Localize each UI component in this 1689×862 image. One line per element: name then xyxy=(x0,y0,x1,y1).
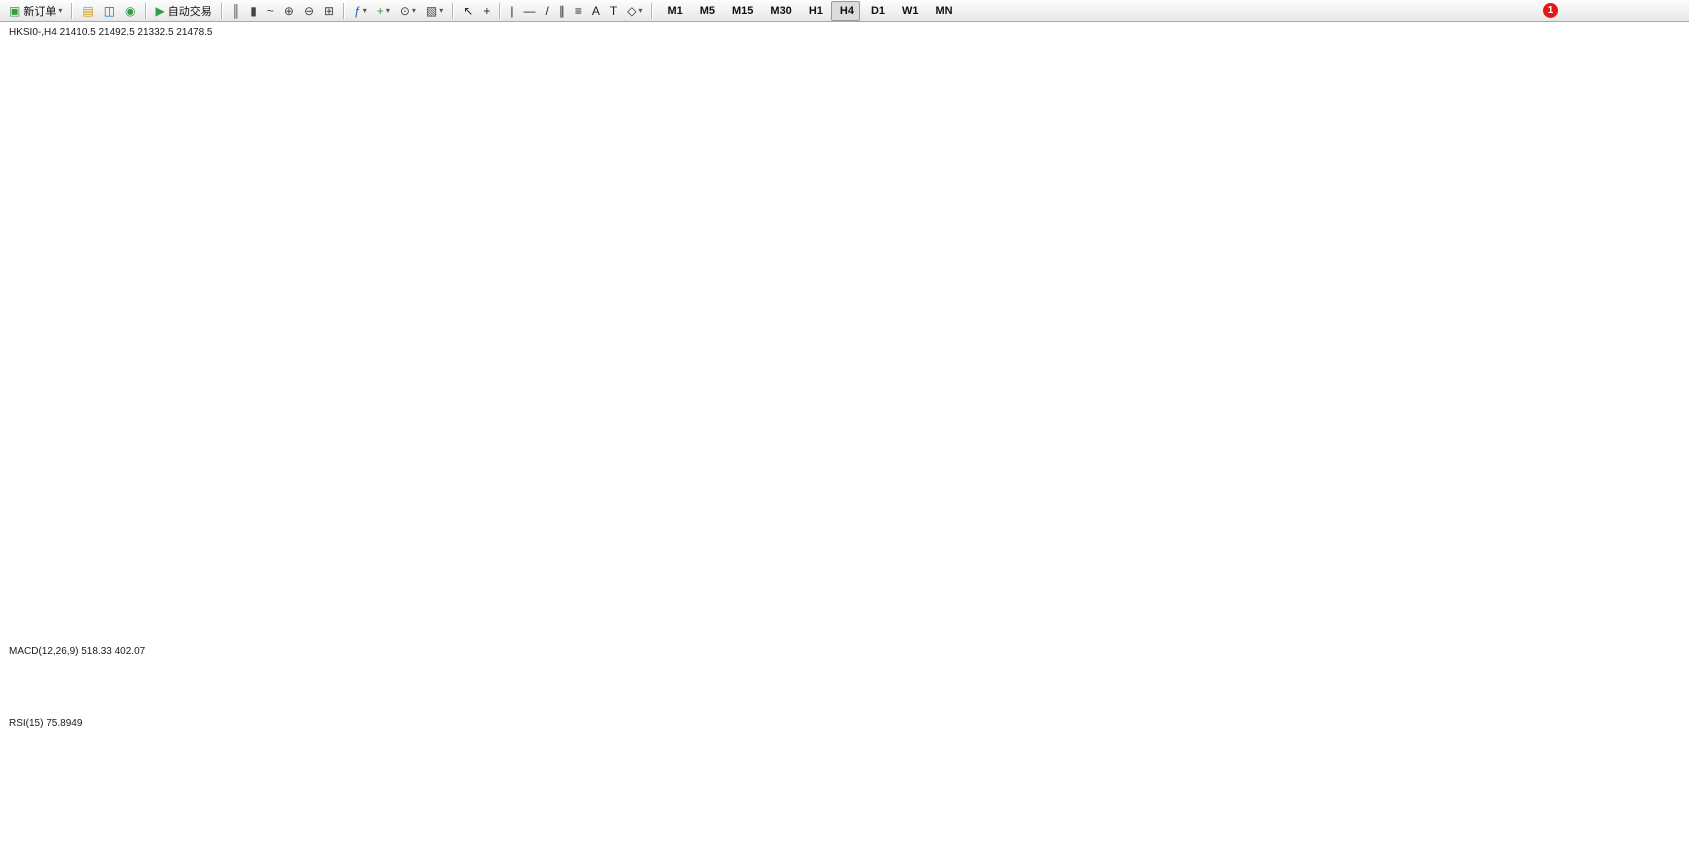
timeframe-h1-button[interactable]: H1 xyxy=(800,1,829,21)
trendline-button[interactable]: / xyxy=(541,1,552,21)
equidistant-channel-icon: ∥ xyxy=(558,3,565,18)
candlestick-mode-button[interactable]: ▮ xyxy=(246,1,261,21)
auto-trading-button-label: 自动交易 xyxy=(167,5,212,18)
toolbar-separator xyxy=(499,2,502,19)
add-indicator-button[interactable]: + ▾ xyxy=(373,1,394,21)
horizontal-line-button[interactable]: — xyxy=(519,1,539,21)
arrows-button[interactable]: ◇ ▾ xyxy=(623,1,646,21)
add-indicator-icon: + xyxy=(376,3,384,18)
zoom-out-icon: ⊖ xyxy=(303,3,315,18)
toolbar-separator xyxy=(220,2,223,19)
text-icon: A xyxy=(591,3,600,18)
new-order-button-label: 新订单 xyxy=(23,5,57,18)
toolbar-separator xyxy=(343,2,346,19)
market-watch-button[interactable]: ◫ xyxy=(100,1,119,21)
bar-chart-mode-button[interactable]: ║ xyxy=(228,1,245,21)
new-order-icon: ▣ xyxy=(9,3,21,18)
horizontal-line-icon: — xyxy=(523,3,536,18)
timeframe-h4-button-label: H4 xyxy=(839,4,854,17)
tile-windows-icon: ⊞ xyxy=(324,3,335,18)
cursor-icon: ↖ xyxy=(463,3,474,18)
templates-button[interactable]: ▧ ▾ xyxy=(422,1,447,21)
line-chart-mode-icon: ~ xyxy=(266,3,274,18)
timeframe-m1-button[interactable]: M1 xyxy=(658,1,688,21)
dropdown-arrow-icon[interactable]: ▾ xyxy=(385,6,390,15)
timeframe-h4-button[interactable]: H4 xyxy=(830,0,860,21)
zoom-in-icon: ⊕ xyxy=(283,3,294,18)
text-button[interactable]: A xyxy=(588,1,604,21)
dropdown-arrow-icon[interactable]: ▾ xyxy=(362,6,367,15)
charts-window-button[interactable]: ▤ xyxy=(78,1,97,21)
macd-indicator-label: MACD(12,26,9) 518.33 402.07 xyxy=(9,646,146,657)
dropdown-arrow-icon[interactable]: ▾ xyxy=(411,6,416,15)
toolbar-separator xyxy=(452,2,455,19)
templates-icon: ▧ xyxy=(425,3,438,18)
arrows-icon: ◇ xyxy=(627,3,637,18)
timeframe-m5-button[interactable]: M5 xyxy=(691,1,721,21)
text-label-icon: T xyxy=(609,3,618,18)
tile-windows-button[interactable]: ⊞ xyxy=(320,1,338,21)
timeframe-w1-button[interactable]: W1 xyxy=(893,1,925,21)
cursor-button[interactable]: ↖ xyxy=(459,1,477,21)
periods-button[interactable]: ⊙ ▾ xyxy=(396,1,420,21)
fibonacci-button[interactable]: ≡ xyxy=(571,1,586,21)
auto-trading-button[interactable]: ▶ 自动交易 xyxy=(152,1,216,21)
sound-alerts-icon: ◉ xyxy=(125,3,136,18)
bar-chart-mode-icon: ║ xyxy=(231,3,241,18)
sound-alerts-button[interactable]: ◉ xyxy=(121,1,139,21)
timeframe-w1-button-label: W1 xyxy=(902,4,919,17)
line-chart-mode-button[interactable]: ~ xyxy=(263,1,278,21)
trendline-icon: / xyxy=(545,3,549,18)
vertical-line-button[interactable]: | xyxy=(506,1,517,21)
timeframe-m5-button-label: M5 xyxy=(699,4,715,17)
fibonacci-icon: ≡ xyxy=(574,3,582,18)
notification-badge[interactable]: 1 xyxy=(1543,3,1558,18)
crosshair-button[interactable]: + xyxy=(479,1,494,21)
indicators-button[interactable]: ƒ ▾ xyxy=(350,1,371,21)
text-label-button[interactable]: T xyxy=(606,1,621,21)
toolbar-separator xyxy=(651,2,654,19)
toolbar: ▣ 新订单 ▾ ▤ ◫ ◉ ▶ 自动交易 ║ ▮ ~ ⊕ ⊖ ⊞ ƒ ▾ + ▾ ⊙ ▾ ▧ ▾ ↖ + | — / ∥ ≡ A T ◇ ▾ M1… xyxy=(0,0,1689,22)
vertical-line-icon: | xyxy=(510,3,514,18)
timeframe-m30-button[interactable]: M30 xyxy=(761,1,797,21)
indicators-icon: ƒ xyxy=(354,3,361,18)
timeframe-mn-button-label: MN xyxy=(935,4,953,17)
symbol-ohlc-label: HKSI0-,H4 21410.5 21492.5 21332.5 21478.… xyxy=(9,27,213,38)
timeframe-d1-button[interactable]: D1 xyxy=(862,1,891,21)
periods-icon: ⊙ xyxy=(399,3,410,18)
timeframe-m30-button-label: M30 xyxy=(770,4,792,17)
rsi-indicator-label: RSI(15) 75.8949 xyxy=(9,718,83,729)
dropdown-arrow-icon[interactable]: ▾ xyxy=(58,6,63,15)
zoom-in-button[interactable]: ⊕ xyxy=(280,1,298,21)
charts-window-icon: ▤ xyxy=(82,3,94,18)
timeframe-h1-button-label: H1 xyxy=(808,4,823,17)
toolbar-separator xyxy=(144,2,147,19)
timeframe-m15-button[interactable]: M15 xyxy=(723,1,759,21)
dropdown-arrow-icon[interactable]: ▾ xyxy=(638,6,643,15)
zoom-out-button[interactable]: ⊖ xyxy=(300,1,318,21)
crosshair-icon: + xyxy=(483,3,491,18)
equidistant-channel-button[interactable]: ∥ xyxy=(555,1,569,21)
toolbar-separator xyxy=(71,2,74,19)
timeframe-m1-button-label: M1 xyxy=(667,4,683,17)
auto-trading-icon: ▶ xyxy=(155,3,165,18)
dropdown-arrow-icon[interactable]: ▾ xyxy=(439,6,444,15)
new-order-button[interactable]: ▣ 新订单 ▾ xyxy=(5,1,66,21)
candlestick-mode-icon: ▮ xyxy=(250,3,257,18)
market-watch-icon: ◫ xyxy=(103,3,116,18)
timeframe-mn-button[interactable]: MN xyxy=(927,1,959,21)
timeframe-m15-button-label: M15 xyxy=(732,4,754,17)
timeframe-d1-button-label: D1 xyxy=(870,4,885,17)
